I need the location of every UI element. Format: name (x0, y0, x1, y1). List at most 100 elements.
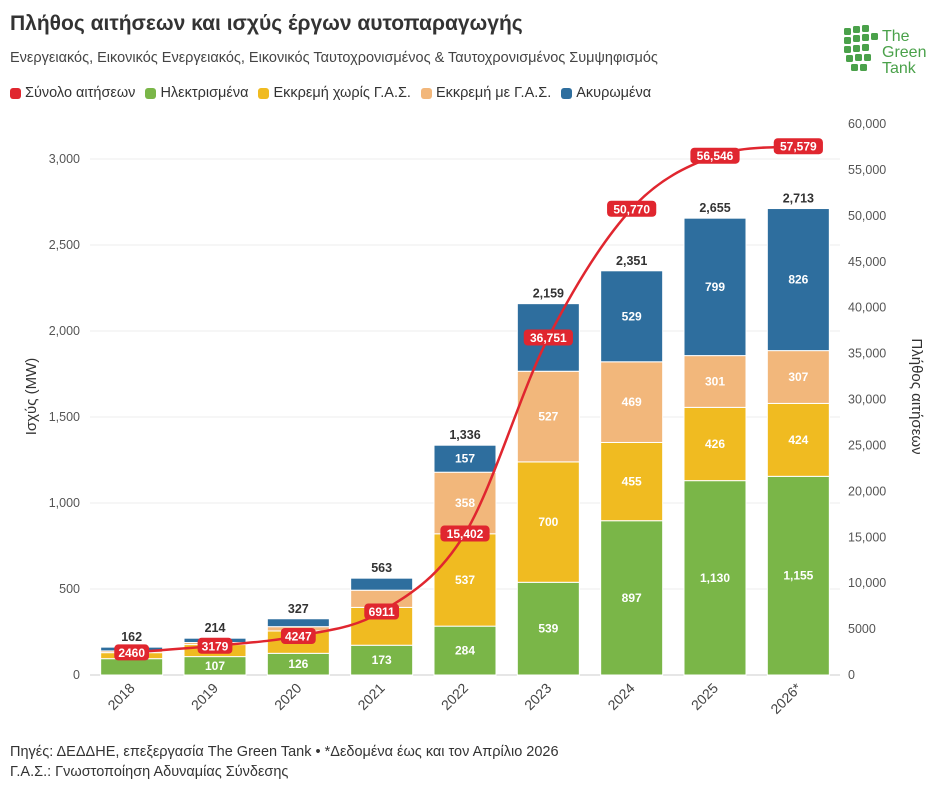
bar-total-label: 2,713 (783, 192, 814, 206)
abbreviation-note: Γ.Α.Σ.: Γνωστοποίηση Αδυναμίας Σύνδεσης (10, 764, 289, 780)
bar-total-label: 2,655 (699, 201, 730, 215)
y-tick-label: 1,500 (49, 410, 80, 424)
bar-value-label: 469 (622, 395, 642, 409)
y2-tick-label: 10,000 (848, 576, 886, 590)
bar-segment (433, 625, 497, 676)
y2-tick-label: 50,000 (848, 209, 886, 223)
green-tank-logo: The Green Tank (842, 22, 932, 92)
bar-value-label: 307 (788, 370, 808, 384)
x-tick-label: 2021 (354, 680, 387, 713)
bar-segment (100, 658, 164, 676)
legend-item-cancelled[interactable]: Ακυρωμένα (561, 85, 651, 101)
bar-value-label: 424 (788, 433, 808, 447)
bar-value-label: 539 (538, 622, 558, 636)
y2-tick-label: 30,000 (848, 393, 886, 407)
legend-item-total[interactable]: Σύνολο αιτήσεων (10, 85, 135, 101)
bar-total-label: 2,351 (616, 254, 647, 268)
y2-tick-label: 55,000 (848, 163, 886, 177)
bar-value-label: 107 (205, 659, 225, 673)
legend: Σύνολο αιτήσεων Ηλεκτρισμένα Εκκρεμή χωρ… (10, 85, 651, 101)
bar-segment (766, 475, 830, 676)
bar-segment (350, 577, 414, 591)
bar-value-label: 537 (455, 573, 475, 587)
logo-text-tank: Tank (882, 60, 916, 77)
bar-value-label: 284 (455, 644, 475, 658)
line-point-label: 2460 (118, 646, 145, 660)
chart-subtitle: Ενεργειακός, Εικονικός Ενεργειακός, Εικο… (10, 50, 658, 66)
bar-segment (683, 217, 747, 357)
bar-total-label: 214 (205, 621, 226, 635)
bar-value-label: 455 (622, 475, 642, 489)
y2-tick-label: 60,000 (848, 117, 886, 131)
source-note: Πηγές: ΔΕΔΔΗΕ, επεξεργασία The Green Tan… (10, 744, 559, 760)
y-axis-title: Ισχύς (MW) (23, 358, 40, 436)
x-tick-label: 2022 (438, 680, 471, 713)
legend-swatch-cancelled (561, 87, 573, 99)
x-tick-label: 2025 (688, 680, 721, 713)
line-point-label: 36,751 (530, 331, 567, 345)
bar-segment (600, 361, 664, 443)
y2-tick-label: 15,000 (848, 530, 886, 544)
bar-segment (516, 581, 580, 676)
leaf-grid-icon (844, 25, 878, 71)
legend-label-pending-no-gas: Εκκρεμή χωρίς Γ.Α.Σ. (273, 85, 411, 101)
bar-value-label: 527 (538, 410, 558, 424)
y2-tick-label: 45,000 (848, 255, 886, 269)
x-tick-label: 2018 (104, 680, 137, 713)
y2-tick-label: 35,000 (848, 347, 886, 361)
bar-segment (266, 618, 330, 628)
bar-value-label: 700 (538, 515, 558, 529)
logo-text-the: The (882, 28, 910, 45)
y2-tick-label: 20,000 (848, 484, 886, 498)
bar-value-label: 358 (455, 496, 475, 510)
y-tick-label: 500 (59, 582, 80, 596)
legend-item-pending-no-gas[interactable]: Εκκρεμή χωρίς Γ.Α.Σ. (258, 85, 411, 101)
line-point-label-bg (197, 637, 233, 654)
legend-swatch-electrified (145, 87, 157, 99)
line-point-label: 15,402 (447, 527, 484, 541)
line-point-label-bg (523, 329, 573, 346)
bar-value-label: 799 (705, 280, 725, 294)
legend-item-pending-gas[interactable]: Εκκρεμή με Γ.Α.Σ. (420, 85, 551, 101)
line-point-label-bg (364, 603, 400, 620)
line-point-label-bg (690, 147, 740, 164)
legend-label-cancelled: Ακυρωμένα (576, 85, 652, 101)
bar-total-label: 2,159 (533, 287, 564, 301)
line-point-label-bg (773, 138, 823, 155)
bar-segment (600, 441, 664, 522)
bar-total-label: 327 (288, 602, 309, 616)
line-point-label: 50,770 (613, 202, 650, 216)
bar-total-label: 162 (121, 630, 142, 644)
y2-tick-label: 40,000 (848, 301, 886, 315)
legend-swatch-pending-gas (420, 87, 432, 99)
bar-value-label: 157 (455, 452, 475, 466)
bar-value-label: 426 (705, 437, 725, 451)
line-point-label: 6911 (369, 605, 395, 619)
legend-label-total: Σύνολο αιτήσεων (25, 85, 136, 101)
x-tick-label: 2023 (521, 680, 554, 713)
y-tick-label: 2,000 (49, 324, 80, 338)
chart-title: Πλήθος αιτήσεων και ισχύς έργων αυτοπαρα… (10, 12, 523, 35)
y-tick-label: 2,500 (49, 238, 80, 252)
bar-segment (766, 208, 830, 352)
x-tick-label: 2019 (188, 680, 221, 713)
y2-tick-label: 5000 (848, 622, 876, 636)
y2-tick-label: 25,000 (848, 438, 886, 452)
bar-value-label: 1,130 (700, 571, 730, 585)
legend-item-electrified[interactable]: Ηλεκτρισμένα (145, 85, 248, 101)
bar-segment (766, 350, 830, 404)
logo-text-green: Green (882, 44, 927, 61)
bar-total-label: 563 (371, 561, 392, 575)
y-tick-label: 1,000 (49, 496, 80, 510)
bar-segment (600, 270, 664, 363)
line-point-label-bg (440, 525, 490, 542)
legend-swatch-pending-no-gas (258, 87, 270, 99)
bar-value-label: 126 (288, 657, 308, 671)
line-point-label: 4247 (285, 629, 312, 643)
line-series-total (131, 144, 799, 654)
bar-segment (433, 533, 497, 627)
line-point-label: 3179 (202, 639, 229, 653)
x-tick-label: 2026* (767, 679, 805, 717)
bar-segment (683, 406, 747, 482)
legend-swatch-total (10, 87, 21, 99)
